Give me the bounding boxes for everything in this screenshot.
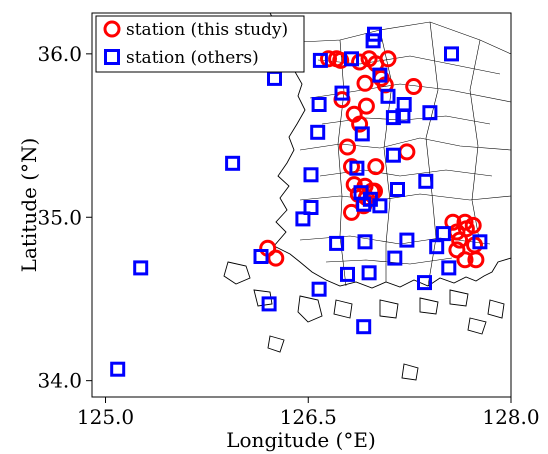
station-others-marker	[344, 51, 359, 67]
station-others-marker	[385, 110, 401, 126]
legend-marker-this-study	[103, 20, 121, 38]
station-others-marker	[303, 167, 319, 183]
y-tick-label: 35.0	[37, 205, 82, 229]
x-tick-label: 125.0	[77, 405, 134, 429]
station-this-study-marker	[448, 241, 466, 259]
station-this-study-marker	[467, 251, 485, 269]
station-others-marker	[310, 124, 326, 140]
legend: station (this study) station (others)	[95, 15, 305, 73]
x-axis: 125.0 126.5 128.0	[77, 397, 540, 429]
station-others-marker	[295, 211, 311, 227]
station-this-study-marker	[339, 138, 356, 156]
island-4	[297, 295, 323, 323]
station-this-study-marker	[451, 231, 469, 249]
station-others-marker	[356, 319, 372, 335]
station-others-marker	[422, 105, 438, 121]
station-others-marker	[340, 266, 355, 282]
station-others-marker	[261, 296, 277, 312]
island-5	[333, 299, 353, 319]
island-10	[401, 363, 419, 381]
station-this-study-marker	[444, 213, 462, 231]
station-others-marker	[417, 275, 432, 291]
legend-box	[95, 15, 305, 73]
station-this-study-marker	[357, 97, 375, 115]
plot-background	[92, 13, 511, 397]
station-others-marker	[441, 260, 457, 276]
legend-marker-others	[104, 49, 120, 65]
station-this-study-marker	[345, 105, 363, 123]
legend-label-this-study: station (this study)	[126, 20, 288, 40]
station-others-marker	[303, 200, 319, 215]
station-this-study-marker	[320, 50, 337, 68]
island-3	[253, 289, 273, 307]
plot-frame	[91, 12, 512, 398]
station-others-marker	[387, 250, 403, 266]
station-others-marker	[133, 260, 149, 276]
station-others-marker	[372, 198, 388, 214]
station-others-marker	[390, 182, 405, 197]
island-7	[419, 297, 439, 315]
station-this-study-marker	[456, 213, 474, 231]
x-tick-label: 126.5	[280, 405, 337, 429]
island-8	[449, 289, 469, 307]
y-axis: 34.0 35.0 36.0	[37, 42, 92, 393]
x-tick-label: 128.0	[482, 405, 539, 429]
station-others-marker	[444, 46, 459, 62]
island-9	[267, 335, 285, 353]
station-this-study-marker	[367, 158, 385, 176]
x-axis-title: Longitude (°E)	[226, 428, 376, 452]
island-12	[467, 317, 487, 335]
station-others-marker	[372, 67, 388, 83]
station-others-marker	[334, 85, 350, 101]
y-axis-title: Latitude (°N)	[17, 138, 41, 273]
station-this-study-marker	[351, 53, 369, 71]
station-others-marker	[356, 196, 372, 212]
y-tick-label: 34.0	[37, 369, 82, 393]
map-basemap	[223, 13, 511, 381]
legend-label-others: station (others)	[126, 48, 259, 68]
station-others-marker	[311, 281, 327, 297]
station-others-marker	[385, 147, 401, 163]
station-this-study-marker	[267, 249, 285, 267]
station-others-marker	[399, 232, 415, 248]
station-others-marker	[253, 249, 269, 264]
station-this-study-marker	[456, 251, 474, 269]
station-others-marker	[418, 173, 434, 189]
station-others-marker	[472, 234, 488, 250]
station-others-marker	[349, 160, 365, 176]
station-others-marker	[395, 108, 411, 124]
station-others-marker	[357, 234, 373, 250]
station-this-study-marker	[332, 51, 350, 69]
station-others-marker	[312, 52, 328, 68]
others-markers	[110, 26, 488, 377]
station-others-marker	[354, 126, 370, 142]
station-others-marker	[225, 155, 241, 171]
station-others-marker	[329, 235, 345, 251]
island-11	[487, 299, 505, 319]
station-this-study-marker	[356, 74, 374, 92]
station-others-marker	[429, 239, 445, 255]
station-others-marker	[311, 97, 327, 112]
station-others-marker	[365, 33, 381, 49]
station-this-study-marker	[343, 203, 360, 221]
island-2	[223, 261, 251, 285]
station-others-marker	[380, 88, 396, 104]
island-6	[379, 299, 399, 319]
y-tick-label: 36.0	[37, 42, 82, 66]
station-others-marker	[361, 265, 377, 281]
station-others-marker	[110, 361, 126, 377]
station-this-study-marker	[367, 55, 385, 73]
station-this-study-marker	[405, 78, 423, 95]
